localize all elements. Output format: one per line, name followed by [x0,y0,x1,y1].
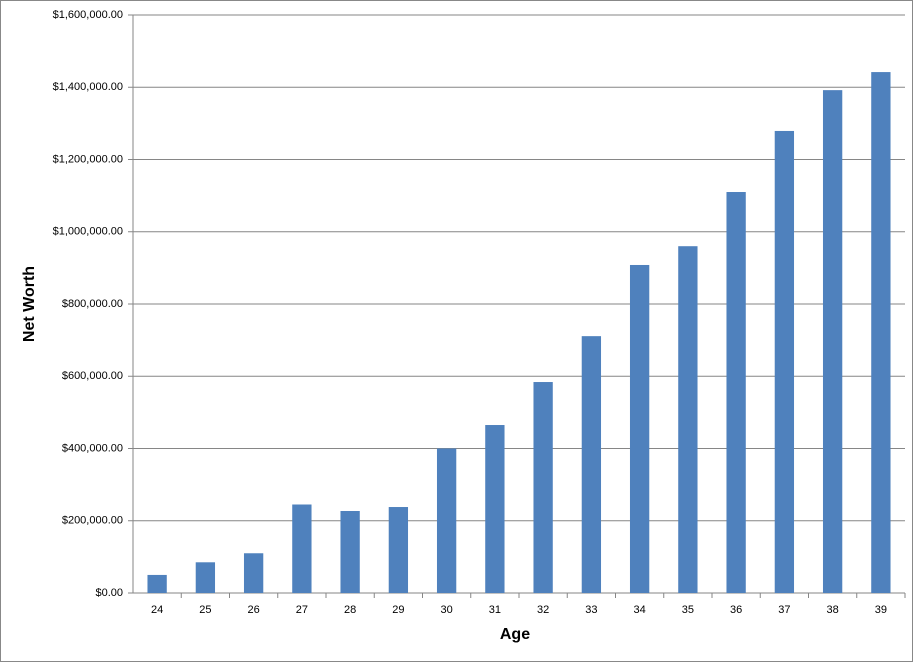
bar [581,336,602,593]
x-tick-label: 35 [682,604,694,616]
x-tick-label: 36 [730,604,742,616]
bar [678,246,698,593]
bar [485,425,505,593]
y-tick-label: $200,000.00 [62,515,123,527]
bar [195,562,216,593]
bar [726,192,746,593]
x-tick-label: 25 [199,604,211,616]
bar [871,72,891,593]
x-tick-label: 28 [344,604,356,616]
x-tick-label: 27 [296,604,308,616]
x-tick-label: 37 [778,604,790,616]
bar [388,507,409,593]
bar [822,90,843,593]
bar [774,130,795,593]
x-axis-title: Age [500,626,530,643]
x-tick-label: 38 [827,604,839,616]
x-tick-label: 31 [489,604,501,616]
bar [436,448,457,593]
y-tick-label: $800,000.00 [62,298,123,310]
bar [243,553,264,593]
x-tick-label: 26 [248,604,260,616]
y-tick-label: $0.00 [95,587,123,599]
bar [533,382,553,593]
y-tick-label: $600,000.00 [62,370,123,382]
y-tick-label: $1,600,000.00 [53,9,123,21]
x-tick-label: 34 [634,604,646,616]
bar [340,510,360,593]
y-axis-title: Net Worth [21,266,38,342]
y-tick-label: $1,200,000.00 [53,153,123,165]
x-tick-label: 39 [875,604,887,616]
x-tick-label: 32 [537,604,549,616]
bar [292,504,312,593]
x-tick-label: 24 [151,604,163,616]
y-tick-label: $1,400,000.00 [53,81,123,93]
bar [147,574,167,593]
bar [629,264,650,593]
x-tick-label: 30 [441,604,453,616]
y-tick-label: $400,000.00 [62,442,123,454]
x-tick-label: 29 [392,604,404,616]
x-tick-label: 33 [585,604,597,616]
y-tick-label: $1,000,000.00 [53,226,123,238]
